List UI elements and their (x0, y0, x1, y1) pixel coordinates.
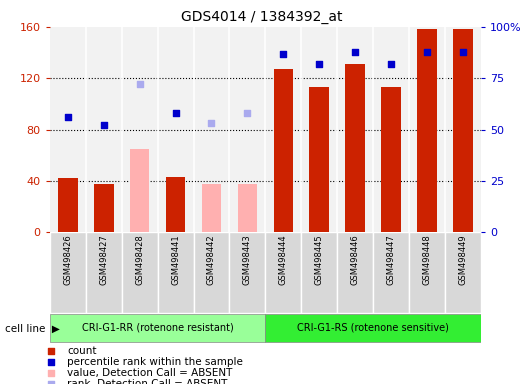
Text: GSM498441: GSM498441 (171, 235, 180, 285)
Text: CRI-G1-RS (rotenone sensitive): CRI-G1-RS (rotenone sensitive) (298, 323, 449, 333)
Point (47, 381, 55, 384)
Bar (194, 27, 230, 232)
Bar (50, 232, 86, 313)
Bar (166, 177, 186, 232)
Text: GSM498449: GSM498449 (459, 235, 468, 285)
Bar (417, 30, 437, 232)
Text: cell line  ▶: cell line ▶ (5, 323, 60, 333)
Text: GSM498442: GSM498442 (207, 235, 216, 285)
Bar (337, 27, 373, 232)
Bar (301, 27, 337, 232)
Bar (86, 27, 121, 232)
Point (47, 370, 55, 376)
Bar (194, 232, 230, 313)
Point (135, 81, 144, 88)
Point (207, 120, 215, 126)
Bar (301, 232, 337, 313)
Text: GSM498445: GSM498445 (315, 235, 324, 285)
Bar (230, 27, 266, 232)
Bar (121, 232, 157, 313)
Bar (409, 232, 445, 313)
Bar (230, 232, 266, 313)
Point (459, 48, 468, 55)
Point (279, 51, 288, 57)
Text: GSM498443: GSM498443 (243, 235, 252, 285)
Bar (453, 30, 473, 232)
Text: GDS4014 / 1384392_at: GDS4014 / 1384392_at (181, 10, 342, 23)
Point (47, 359, 55, 365)
Bar (381, 87, 401, 232)
Bar (445, 27, 481, 232)
Point (387, 61, 395, 67)
Bar (237, 184, 257, 232)
Text: count: count (67, 346, 97, 356)
Bar (409, 27, 445, 232)
Bar (274, 69, 293, 232)
Bar (310, 87, 329, 232)
Text: GSM498446: GSM498446 (351, 235, 360, 285)
Point (172, 110, 180, 116)
Text: rank, Detection Call = ABSENT: rank, Detection Call = ABSENT (67, 379, 228, 384)
Bar (121, 27, 157, 232)
Text: GSM498448: GSM498448 (423, 235, 431, 285)
Text: GSM498444: GSM498444 (279, 235, 288, 285)
Point (47, 348, 55, 354)
Bar (345, 64, 365, 232)
Bar (373, 232, 409, 313)
Bar (337, 232, 373, 313)
Bar (373, 27, 409, 232)
Point (315, 61, 324, 67)
Text: CRI-G1-RR (rotenone resistant): CRI-G1-RR (rotenone resistant) (82, 323, 233, 333)
Point (63, 114, 72, 120)
Text: GSM498428: GSM498428 (135, 235, 144, 285)
Bar (445, 232, 481, 313)
Bar (94, 184, 113, 232)
Text: GSM498447: GSM498447 (387, 235, 396, 285)
Bar (86, 232, 121, 313)
Text: value, Detection Call = ABSENT: value, Detection Call = ABSENT (67, 368, 233, 378)
Point (99, 122, 108, 129)
Bar (266, 314, 481, 342)
Bar (266, 232, 301, 313)
Point (423, 48, 431, 55)
Bar (201, 184, 221, 232)
Point (243, 110, 252, 116)
Text: GSM498427: GSM498427 (99, 235, 108, 285)
Bar (130, 149, 150, 232)
Bar (157, 27, 194, 232)
Bar (58, 179, 77, 232)
Text: percentile rank within the sample: percentile rank within the sample (67, 357, 243, 367)
Bar (50, 27, 86, 232)
Bar (266, 27, 301, 232)
Point (351, 48, 359, 55)
Bar (50, 314, 266, 342)
Text: GSM498426: GSM498426 (63, 235, 72, 285)
Bar (157, 232, 194, 313)
